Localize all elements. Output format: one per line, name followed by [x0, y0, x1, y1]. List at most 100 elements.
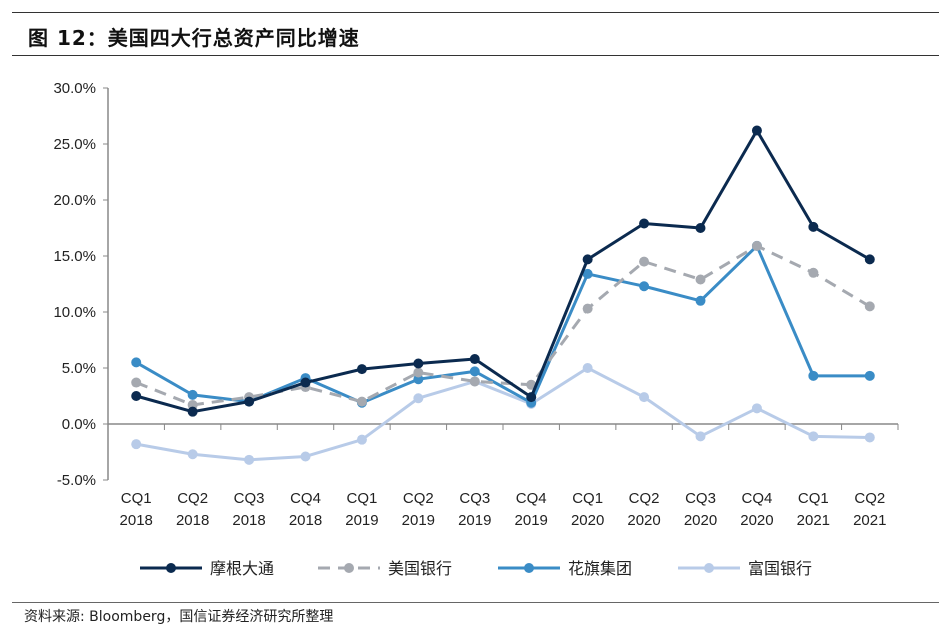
data-point: [469, 354, 480, 365]
data-point: [413, 393, 424, 404]
legend-label: 摩根大通: [210, 559, 274, 578]
data-point: [300, 377, 311, 388]
x-tick-label: CQ2: [403, 490, 434, 507]
series-line: [135, 129, 871, 414]
data-point: [300, 451, 311, 462]
x-tick-label: CQ3: [459, 490, 490, 507]
y-tick-label: 20.0%: [53, 192, 96, 209]
data-point: [356, 396, 367, 407]
data-point: [187, 406, 198, 417]
data-point: [695, 274, 706, 285]
y-tick-label: 0.0%: [62, 416, 96, 433]
data-point: [413, 358, 424, 369]
data-point: [808, 221, 819, 232]
data-point: [695, 295, 706, 306]
x-tick-label: 2020: [627, 512, 660, 529]
data-point: [639, 218, 650, 229]
x-tick-label: 2020: [571, 512, 604, 529]
y-tick-label: 10.0%: [53, 304, 96, 321]
data-point: [413, 367, 424, 378]
legend-label: 美国银行: [388, 559, 452, 578]
data-point: [131, 357, 142, 368]
title-rule: [12, 55, 939, 56]
x-tick-label: CQ4: [742, 490, 773, 507]
data-point: [639, 392, 650, 403]
series-富国银行: [131, 363, 875, 465]
x-tick-label: CQ1: [572, 490, 603, 507]
data-point: [751, 125, 762, 136]
legend-marker: [166, 563, 176, 573]
data-point: [639, 281, 650, 292]
legend-marker: [704, 563, 714, 573]
x-tick-label: 2019: [458, 512, 491, 529]
series-line: [135, 244, 871, 407]
data-point: [582, 303, 593, 314]
data-point: [695, 431, 706, 442]
x-tick-label: 2019: [515, 512, 548, 529]
data-point: [808, 370, 819, 381]
x-tick-label: CQ3: [234, 490, 265, 507]
x-tick-label: 2021: [853, 512, 886, 529]
data-point: [695, 223, 706, 233]
data-point: [356, 364, 367, 375]
data-point: [864, 370, 875, 381]
x-tick-label: CQ4: [516, 490, 547, 507]
data-point: [864, 432, 875, 443]
data-point: [526, 392, 537, 403]
data-point: [864, 254, 875, 265]
source-rule: [12, 602, 939, 603]
x-tick-label: CQ1: [347, 490, 378, 507]
data-point: [469, 376, 480, 387]
data-point: [131, 391, 142, 401]
x-tick-label: 2018: [289, 512, 322, 529]
legend-marker: [344, 563, 354, 573]
x-tick-label: 2018: [232, 512, 265, 529]
x-tick-label: 2020: [684, 512, 717, 529]
data-point: [582, 268, 593, 279]
data-point: [864, 301, 875, 312]
x-tick-label: CQ3: [685, 490, 716, 507]
data-point: [808, 267, 819, 278]
x-tick-label: CQ4: [290, 490, 321, 507]
y-tick-label: 5.0%: [62, 360, 96, 377]
x-tick-label: CQ2: [854, 490, 885, 507]
data-point: [187, 389, 198, 400]
data-point: [639, 256, 650, 267]
source-note: 资料来源: Bloomberg，国信证券经济研究所整理: [24, 609, 334, 625]
x-tick-label: 2020: [740, 512, 773, 529]
x-tick-label: CQ1: [121, 490, 152, 507]
data-point: [187, 449, 198, 460]
data-point: [244, 396, 255, 407]
x-tick-label: CQ1: [798, 490, 829, 507]
data-point: [808, 431, 819, 442]
legend-marker: [524, 563, 534, 573]
x-tick-label: CQ2: [177, 490, 208, 507]
series-line: [135, 366, 870, 462]
x-tick-label: 2018: [176, 512, 209, 529]
y-tick-label: 15.0%: [53, 248, 96, 265]
data-point: [131, 377, 142, 388]
data-point: [751, 403, 762, 414]
x-tick-label: 2019: [345, 512, 378, 529]
chart-title: 图 12：美国四大行总资产同比增速: [28, 26, 360, 50]
data-point: [356, 434, 367, 445]
data-point: [131, 439, 142, 450]
x-tick-label: 2018: [120, 512, 153, 529]
y-tick-label: -5.0%: [57, 472, 96, 489]
data-point: [469, 366, 480, 377]
line-chart: 30.0% 25.0% 20.0% 15.0% 10.0% 5.0% 0.0% -5.0% CQ…: [53, 80, 899, 578]
y-tick-label: 30.0%: [53, 80, 96, 97]
data-point: [582, 363, 593, 373]
data-point: [582, 254, 593, 265]
series-美国银行: [131, 240, 875, 410]
series-摩根大通: [131, 125, 875, 417]
data-point: [244, 454, 255, 465]
x-tick-label: CQ2: [629, 490, 660, 507]
legend-label: 花旗集团: [568, 559, 632, 578]
y-tick-label: 25.0%: [53, 136, 96, 153]
top-rule: [12, 12, 939, 13]
legend-label: 富国银行: [748, 559, 812, 578]
x-tick-label: 2019: [402, 512, 435, 529]
x-tick-label: 2021: [797, 512, 830, 529]
data-point: [751, 240, 762, 251]
